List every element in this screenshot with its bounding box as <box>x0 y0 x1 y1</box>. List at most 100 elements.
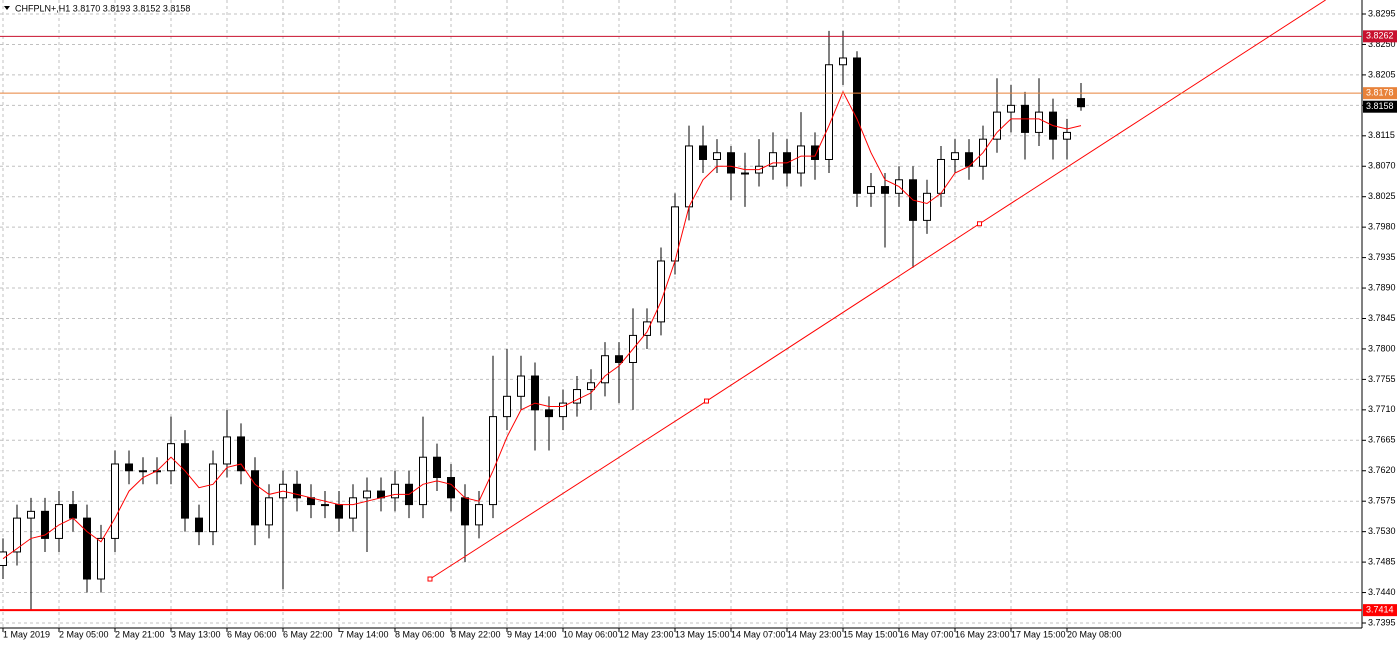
candle-body <box>517 375 525 397</box>
candle-body <box>699 145 707 160</box>
last-price-bg <box>1363 100 1397 113</box>
candle-body <box>83 517 91 580</box>
trend-anchor <box>977 221 982 227</box>
candle-body <box>573 389 581 404</box>
candle-body <box>797 145 805 174</box>
y-tick-label: 3.7710 <box>1368 404 1396 414</box>
candle-body <box>97 537 105 580</box>
candle-body <box>69 504 77 519</box>
y-tick-label: 3.7845 <box>1368 313 1396 323</box>
level-label-bg <box>1363 87 1397 100</box>
y-tick-label: 3.7485 <box>1368 556 1396 566</box>
y-tick-label: 3.8205 <box>1368 69 1396 79</box>
candle-body <box>41 510 49 539</box>
candle-body <box>657 260 665 323</box>
candle-body <box>111 463 119 539</box>
candle-body <box>769 152 777 167</box>
candle-body <box>713 152 721 160</box>
candle-body <box>447 477 455 499</box>
candle-body <box>237 436 245 472</box>
level-label-bg <box>1363 30 1397 43</box>
candle-body <box>475 504 483 526</box>
candle-body <box>265 497 273 526</box>
candle-body <box>923 192 931 221</box>
candle-body <box>993 111 1001 140</box>
candle-body <box>335 504 343 519</box>
y-tick-label: 3.7755 <box>1368 374 1396 384</box>
candle-body <box>1077 98 1085 108</box>
candle-body <box>349 497 357 519</box>
x-tick-label: 10 May 06:00 <box>563 629 618 639</box>
x-tick-label: 13 May 15:00 <box>675 629 730 639</box>
candle-body <box>363 490 371 499</box>
candle-body <box>559 402 567 418</box>
trend-line <box>429 0 1326 580</box>
x-tick-label: 6 May 22:00 <box>283 629 333 639</box>
candle-body <box>937 158 945 194</box>
x-tick-label: 12 May 23:00 <box>619 629 674 639</box>
candle-body <box>139 470 147 473</box>
y-tick-label: 3.7935 <box>1368 252 1396 262</box>
candle-body <box>1063 131 1071 140</box>
x-tick-label: 17 May 15:00 <box>1011 629 1066 639</box>
candle-body <box>951 152 959 160</box>
candle-body <box>531 375 539 411</box>
chart-title: CHFPLN+,H1 3.8170 3.8193 3.8152 3.8158 <box>15 3 190 13</box>
candle-body <box>587 382 595 391</box>
candle-body <box>433 456 441 479</box>
candle-body <box>503 395 511 418</box>
x-tick-label: 1 May 2019 <box>3 629 50 639</box>
candle-body <box>461 497 469 526</box>
candle-body <box>601 355 609 384</box>
y-tick-label: 3.7620 <box>1368 465 1396 475</box>
candle-body <box>839 57 847 66</box>
x-tick-label: 8 May 22:00 <box>451 629 501 639</box>
candle-body <box>321 504 329 507</box>
candle-body <box>643 321 651 336</box>
header-arrow <box>4 6 10 10</box>
y-tick-label: 3.7395 <box>1368 617 1396 627</box>
candle-body <box>419 456 427 506</box>
y-tick-label: 3.7665 <box>1368 435 1396 445</box>
candle-body <box>27 510 35 519</box>
y-tick-label: 3.7530 <box>1368 526 1396 536</box>
candle-body <box>615 355 623 363</box>
y-tick-label: 3.8250 <box>1368 39 1396 49</box>
candle-body <box>741 172 749 175</box>
x-tick-label: 2 May 21:00 <box>115 629 165 639</box>
trend-anchor <box>427 576 433 582</box>
x-tick-label: 6 May 06:00 <box>227 629 277 639</box>
y-tick-label: 3.8115 <box>1368 130 1395 140</box>
candle-body <box>685 145 693 208</box>
level-label: 3.8178 <box>1366 88 1394 98</box>
y-tick-label: 3.8025 <box>1368 191 1396 201</box>
x-tick-label: 15 May 15:00 <box>843 629 898 639</box>
x-tick-label: 14 May 23:00 <box>787 629 842 639</box>
x-tick-label: 16 May 23:00 <box>955 629 1010 639</box>
candle-body <box>867 186 875 194</box>
last-price-label: 3.8158 <box>1366 101 1394 111</box>
candle-body <box>825 64 833 160</box>
candle-body <box>545 409 553 418</box>
y-tick-label: 3.7575 <box>1368 496 1396 506</box>
candle-body <box>489 416 497 506</box>
candle-body <box>391 483 399 499</box>
y-tick-label: 3.7800 <box>1368 343 1396 353</box>
candle-body <box>181 443 189 519</box>
candle-body <box>195 517 203 533</box>
candle-body <box>55 504 63 539</box>
trend-anchor <box>704 398 709 404</box>
level-label: 3.8262 <box>1366 31 1394 41</box>
x-tick-label: 16 May 07:00 <box>899 629 954 639</box>
y-tick-label: 3.8070 <box>1368 161 1396 171</box>
x-tick-label: 3 May 13:00 <box>171 629 221 639</box>
candle-body <box>223 436 231 465</box>
x-tick-label: 7 May 14:00 <box>339 629 389 639</box>
y-tick-label: 3.7980 <box>1368 222 1396 232</box>
x-tick-label: 9 May 14:00 <box>507 629 557 639</box>
candle-body <box>1035 111 1043 133</box>
candle-body <box>125 463 133 472</box>
candle-body <box>727 152 735 174</box>
